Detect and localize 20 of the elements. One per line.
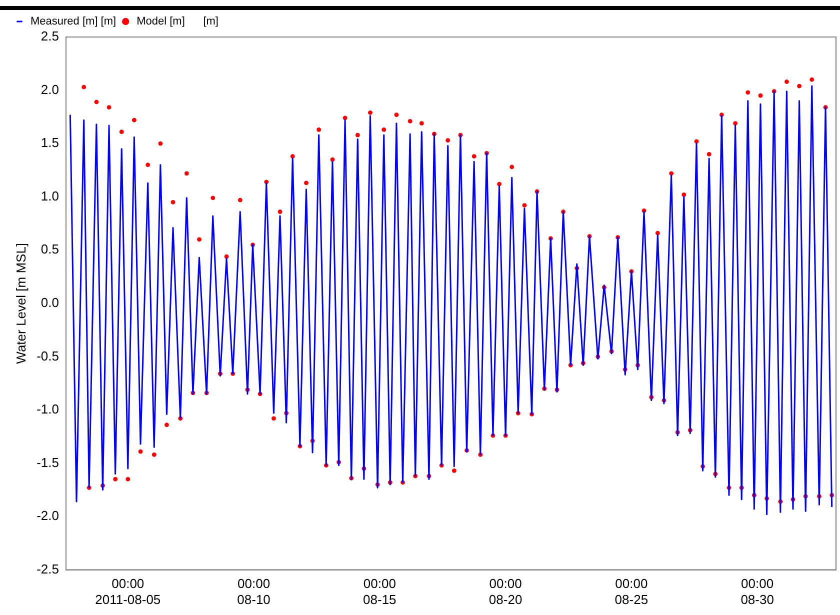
x-tick-label: 00:00 2011-08-05 — [95, 576, 161, 607]
y-tick-label: -2.0 — [36, 508, 59, 524]
y-tick-label: 1.0 — [40, 188, 59, 204]
x-tick-label: 00:00 08-30 — [740, 576, 774, 607]
y-axis-title: Water Level [m MSL] — [13, 242, 28, 364]
y-tick-label: -0.5 — [36, 348, 59, 364]
y-tick-label: -1.5 — [36, 454, 59, 470]
x-tick-label: 00:00 08-10 — [237, 576, 270, 607]
y-tick-label: 2.5 — [40, 28, 59, 44]
legend-label: Measured [m] [m] — [30, 16, 116, 28]
x-tick-label: 00:00 08-15 — [363, 576, 396, 607]
x-tick-label: 00:00 08-20 — [488, 576, 522, 607]
y-tick-label: 2.0 — [40, 82, 59, 97]
y-tick-label: 1.5 — [40, 135, 59, 150]
x-tick-label: 00:00 08-25 — [614, 576, 648, 607]
y-tick-label: -1.0 — [36, 402, 59, 417]
y-tick-label: 0.0 — [40, 294, 59, 310]
y-tick-label: -2.5 — [36, 561, 59, 576]
y-tick-label: 0.5 — [40, 242, 59, 257]
legend-label: Model [m] [m] — [136, 16, 218, 28]
